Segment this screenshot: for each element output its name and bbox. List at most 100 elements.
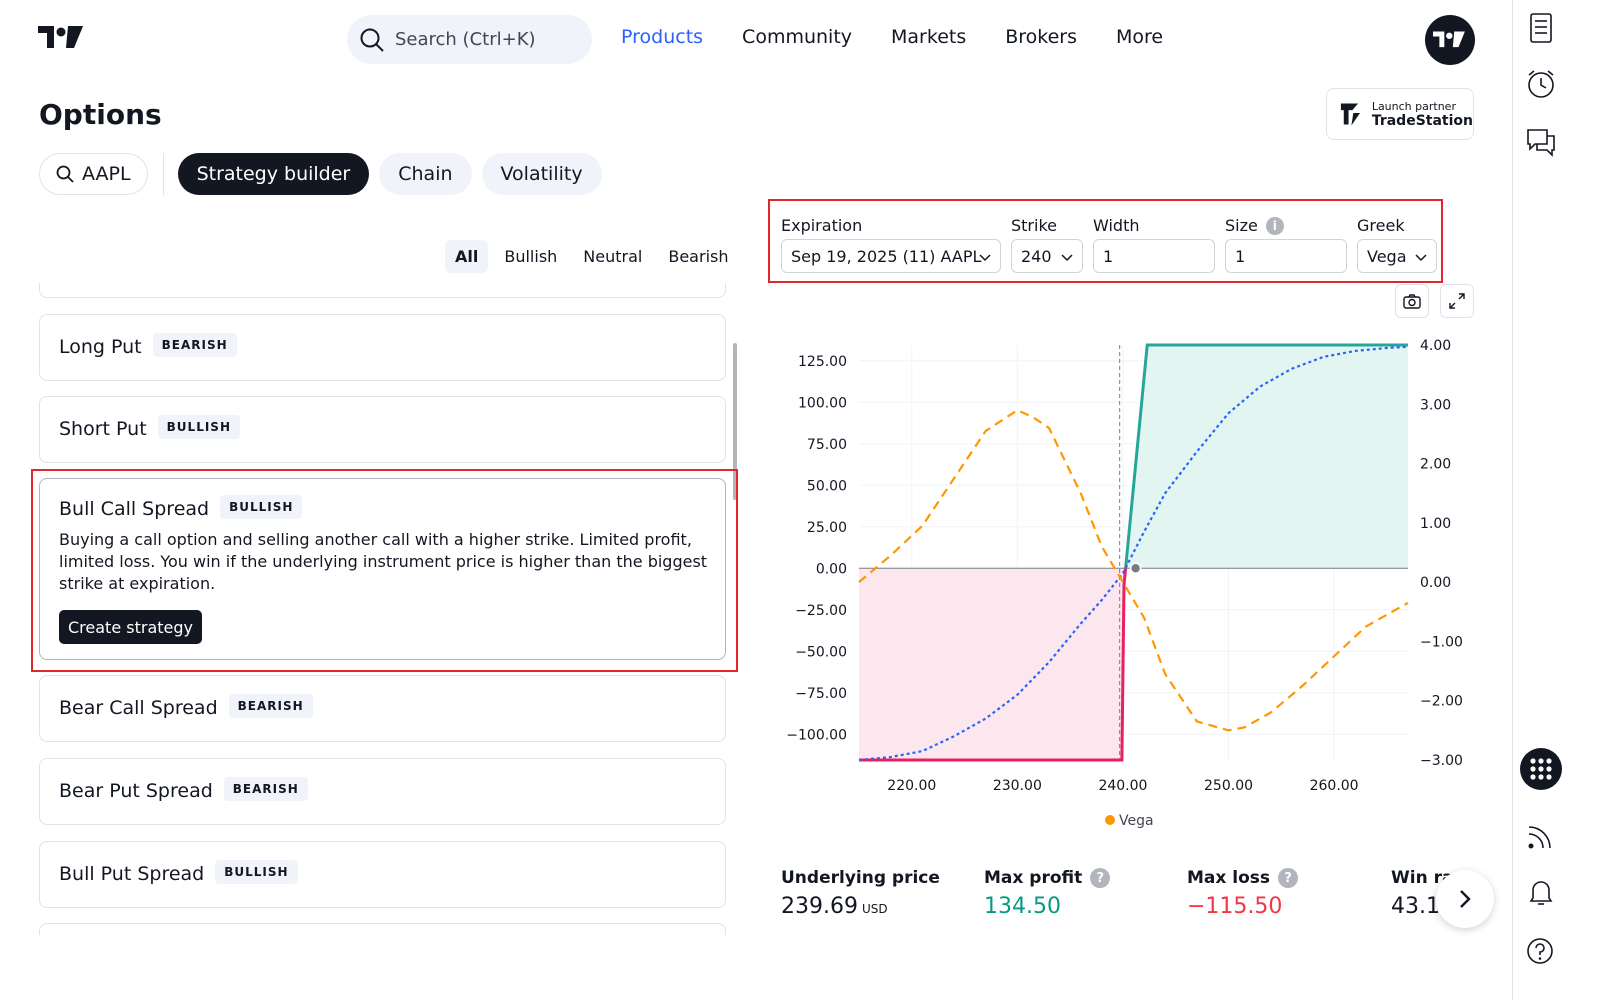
chevron-down-icon xyxy=(979,254,991,262)
camera-icon xyxy=(1403,294,1421,309)
chart-legend: Vega xyxy=(1105,813,1154,829)
max-loss-label: Max loss xyxy=(1187,868,1271,888)
size-value: 1 xyxy=(1235,246,1246,266)
nav-more[interactable]: More xyxy=(1116,26,1164,48)
tab-chain[interactable]: Chain xyxy=(379,153,472,195)
bell-icon[interactable] xyxy=(1525,876,1557,908)
right-axis-tick-label: 3.00 xyxy=(1420,397,1451,413)
expiration-label: Expiration xyxy=(781,216,863,235)
search-box[interactable]: Search (Ctrl+K) xyxy=(347,15,592,64)
list-item[interactable] xyxy=(39,283,726,298)
stat-underlying: Underlying price 239.69 USD xyxy=(781,868,940,919)
nav-markets[interactable]: Markets xyxy=(891,26,967,48)
help-icon[interactable]: ? xyxy=(1278,868,1299,888)
left-axis-tick-label: −75.00 xyxy=(795,686,847,702)
width-input[interactable]: 1 xyxy=(1093,239,1215,273)
strategy-card-bull-put-spread[interactable]: Bull Put Spread BULLISH xyxy=(39,841,726,908)
partner-name: TradeStation xyxy=(1371,112,1473,129)
search-icon xyxy=(56,165,74,183)
vega-curve xyxy=(858,409,1409,732)
tab-strategy-builder[interactable]: Strategy builder xyxy=(177,153,370,195)
left-axis-tick-label: 75.00 xyxy=(807,437,847,453)
grid-icon xyxy=(1530,758,1552,780)
chart-axes: 125.00 100.00 75.00 50.00 25.00 0.00 −25.00 −50… xyxy=(786,338,1463,794)
next-stats-button[interactable] xyxy=(1436,870,1494,928)
left-axis-tick-label: −25.00 xyxy=(795,603,847,619)
max-profit-label: Max profit xyxy=(984,868,1083,888)
info-icon[interactable]: i xyxy=(1265,216,1284,235)
strike-value: 240 xyxy=(1021,246,1052,266)
tradestation-logo xyxy=(1340,103,1360,126)
payoff-chart[interactable]: 125.00 100.00 75.00 50.00 25.00 0.00 −25.00 −50… xyxy=(770,330,1480,840)
strategy-name: Bull Put Spread xyxy=(59,863,205,885)
strategy-name: Bear Put Spread xyxy=(59,780,213,802)
currency-unit: USD xyxy=(861,902,888,916)
sentiment-badge: BULLISH xyxy=(215,860,298,884)
user-avatar[interactable] xyxy=(1425,15,1475,65)
strategy-card-short-put[interactable]: Short Put BULLISH xyxy=(39,396,726,463)
nav-brokers[interactable]: Brokers xyxy=(1005,26,1078,48)
nav-community[interactable]: Community xyxy=(742,26,853,48)
profit-area xyxy=(1125,345,1408,569)
right-axis-tick-label: 2.00 xyxy=(1420,457,1451,473)
nav-products[interactable]: Products xyxy=(621,26,704,48)
help-icon[interactable] xyxy=(1525,934,1557,966)
tab-volatility[interactable]: Volatility xyxy=(481,153,602,195)
greek-select[interactable]: Vega xyxy=(1357,239,1437,273)
strike-label: Strike xyxy=(1011,216,1057,235)
expand-icon xyxy=(1449,293,1465,309)
left-axis-tick-label: 50.00 xyxy=(807,478,847,494)
win-rate-label: Win ra xyxy=(1391,868,1454,888)
filter-bearish[interactable]: Bearish xyxy=(668,247,729,266)
search-placeholder: Search (Ctrl+K) xyxy=(395,29,536,50)
x-axis-tick-label: 230.00 xyxy=(993,778,1042,794)
alarm-clock-icon[interactable] xyxy=(1525,68,1557,100)
underlying-label: Underlying price xyxy=(781,868,940,888)
chat-icon[interactable] xyxy=(1525,126,1557,158)
list-scrollbar[interactable] xyxy=(733,343,737,500)
partner-caption: Launch partner xyxy=(1371,99,1456,113)
x-axis-tick-label: 260.00 xyxy=(1310,778,1359,794)
size-input[interactable]: 1 xyxy=(1225,239,1347,273)
create-strategy-button[interactable]: Create strategy xyxy=(59,610,202,644)
filter-neutral[interactable]: Neutral xyxy=(583,247,643,266)
size-label-text: Size xyxy=(1225,216,1258,235)
left-axis-tick-label: 100.00 xyxy=(798,395,847,411)
partner-badge[interactable]: Launch partner TradeStation xyxy=(1326,88,1474,140)
left-axis-tick-label: 125.00 xyxy=(798,354,847,370)
x-axis-tick-label: 220.00 xyxy=(887,778,936,794)
legend-vega-swatch xyxy=(1105,815,1115,825)
strategy-card-long-put[interactable]: Long Put BEARISH xyxy=(39,314,726,381)
chevron-down-icon xyxy=(1415,254,1427,262)
list-item[interactable] xyxy=(39,923,726,935)
feed-icon[interactable] xyxy=(1525,820,1557,852)
strategy-card-bear-call-spread[interactable]: Bear Call Spread BEARISH xyxy=(39,675,726,742)
strike-select[interactable]: 240 xyxy=(1011,239,1083,273)
tradingview-logo[interactable] xyxy=(38,24,86,52)
right-sidebar xyxy=(1512,0,1600,1000)
main-nav: Products Community Markets Brokers More xyxy=(621,26,1163,48)
ticker-symbol: AAPL xyxy=(82,163,131,185)
screenshot-button[interactable] xyxy=(1395,284,1429,318)
fullscreen-button[interactable] xyxy=(1440,284,1474,318)
max-loss-value: −115.50 xyxy=(1187,894,1283,919)
stat-max-profit: Max profit? 134.50 xyxy=(984,868,1111,919)
strategy-card-bear-put-spread[interactable]: Bear Put Spread BEARISH xyxy=(39,758,726,825)
strategy-controls: Expiration Sep 19, 2025 (11) AAPL Strike… xyxy=(769,200,1442,283)
left-axis-tick-label: 0.00 xyxy=(816,561,847,577)
strategy-name: Bull Call Spread xyxy=(59,498,210,520)
filter-all[interactable]: All xyxy=(445,240,489,273)
strategy-list[interactable]: Long Put BEARISH Short Put BULLISH Bull … xyxy=(30,283,740,935)
filter-bullish[interactable]: Bullish xyxy=(504,247,558,266)
pnl-loss-line xyxy=(859,568,1128,762)
help-icon[interactable]: ? xyxy=(1090,868,1111,888)
sentiment-badge: BEARISH xyxy=(223,777,308,801)
greek-value: Vega xyxy=(1367,246,1407,266)
watchlist-icon[interactable] xyxy=(1525,12,1557,44)
sentiment-badge: BEARISH xyxy=(228,694,313,718)
expiration-select[interactable]: Sep 19, 2025 (11) AAPL xyxy=(781,239,1001,273)
right-axis-tick-label: −1.00 xyxy=(1420,634,1463,650)
ticker-selector[interactable]: AAPL xyxy=(39,153,148,195)
apps-grid-button[interactable] xyxy=(1520,748,1562,790)
strategy-card-bull-call-spread[interactable]: Bull Call Spread BULLISH Buying a call o… xyxy=(39,478,726,660)
